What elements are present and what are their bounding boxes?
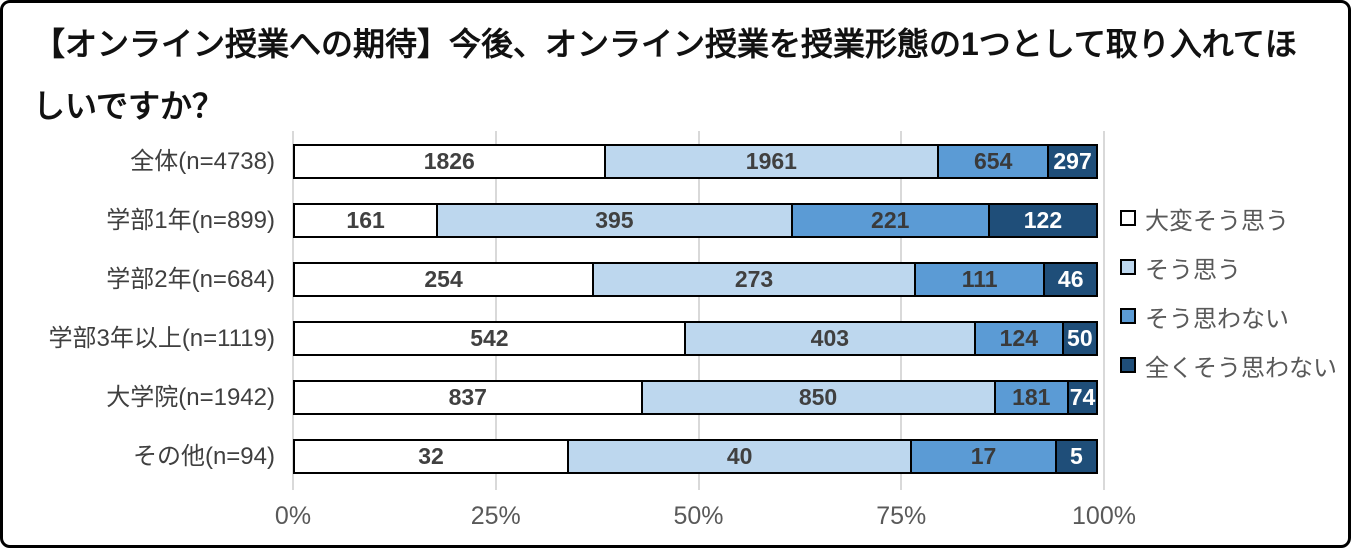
legend: 大変そう思う そう思う そう思わない 全くそう思わない — [1120, 206, 1337, 402]
bar-segment: 161 — [293, 203, 439, 238]
legend-item: 大変そう思う — [1120, 206, 1337, 235]
bar-segment: 17 — [910, 439, 1057, 474]
bar-segment: 46 — [1043, 262, 1098, 297]
bar-segment: 1961 — [603, 144, 940, 179]
bar-row: 32 40 17 5 — [293, 439, 1104, 474]
segment-value-label: 221 — [871, 207, 910, 233]
bar-row: 837 850 181 74 — [293, 380, 1104, 415]
segment-value-label: 1961 — [745, 148, 797, 174]
bar-segment: 124 — [973, 321, 1064, 356]
segment-value-label: 17 — [970, 443, 997, 469]
category-label: 学部3年以上(n=1119) — [48, 325, 275, 352]
x-tick-label: 75% — [876, 502, 927, 530]
segment-value-label: 542 — [470, 325, 509, 351]
category-label: 全体(n=4738) — [130, 148, 275, 175]
category-label: その他(n=94) — [132, 443, 275, 470]
segment-value-label: 161 — [346, 207, 385, 233]
segment-value-label: 40 — [726, 443, 753, 469]
segment-value-label: 5 — [1069, 443, 1083, 469]
legend-swatch-disagree — [1120, 308, 1136, 324]
legend-swatch-strongly-disagree — [1120, 357, 1136, 373]
bar-segment: 111 — [913, 262, 1046, 297]
legend-label: 大変そう思う — [1145, 207, 1289, 235]
segment-value-label: 273 — [734, 266, 774, 292]
bar-row: 161 395 221 122 — [293, 203, 1104, 238]
bar-segment: 5 — [1054, 439, 1098, 474]
gridline — [697, 131, 700, 490]
category-axis: 全体(n=4738) 学部1年(n=899) 学部2年(n=684) 学部3年以上(n… — [3, 131, 285, 490]
segment-value-label: 122 — [1023, 207, 1063, 233]
bar-segment: 122 — [987, 203, 1098, 238]
segment-value-label: 74 — [1069, 384, 1096, 410]
bar-segment: 254 — [293, 262, 595, 297]
bar-segment: 395 — [436, 203, 793, 238]
segment-value-label: 654 — [973, 148, 1013, 174]
segment-value-label: 837 — [448, 384, 487, 410]
chart-title: 【オンライン授業への期待】今後、オンライン授業を授業形態の1つとして取り入れてほ… — [33, 26, 1297, 125]
bar-row: 542 403 124 50 — [293, 321, 1104, 356]
segment-value-label: 124 — [999, 325, 1038, 351]
plot-area: 1826 1961 654 297 161 395 221 122 254 273 111 46 542… — [292, 131, 1105, 490]
bar-segment: 32 — [293, 439, 570, 474]
bar-segment: 403 — [683, 321, 976, 356]
bar-segment: 273 — [592, 262, 916, 297]
category-label: 大学院(n=1942) — [106, 384, 275, 411]
segment-value-label: 46 — [1057, 266, 1084, 292]
segment-value-label: 111 — [961, 266, 998, 292]
gridline — [900, 131, 903, 490]
x-axis: 0% 25% 50% 75% 100% — [275, 502, 1136, 536]
legend-item: そう思う — [1120, 255, 1337, 284]
category-label: 学部1年(n=899) — [106, 207, 275, 234]
segment-value-label: 297 — [1053, 148, 1092, 174]
bar-segment: 654 — [937, 144, 1050, 179]
bar-segment: 850 — [640, 380, 996, 415]
legend-item: 全くそう思わない — [1120, 353, 1337, 382]
segment-value-label: 254 — [424, 266, 463, 292]
bar-segment: 1826 — [293, 144, 606, 179]
x-tick-label: 0% — [274, 502, 312, 530]
segment-value-label: 850 — [798, 384, 838, 410]
bar-segment: 221 — [790, 203, 990, 238]
bar-segment: 542 — [293, 321, 686, 356]
category-label: 学部2年(n=684) — [106, 266, 275, 293]
bar-segment: 297 — [1047, 144, 1098, 179]
legend-label: そう思わない — [1145, 305, 1289, 333]
bar-segment: 50 — [1061, 321, 1098, 356]
segment-value-label: 32 — [418, 443, 444, 469]
bar-segment: 837 — [293, 380, 643, 415]
legend-label: そう思う — [1145, 256, 1241, 284]
x-tick-label: 50% — [673, 502, 724, 530]
bar-segment: 181 — [993, 380, 1070, 415]
segment-value-label: 50 — [1067, 325, 1093, 351]
gridline — [292, 131, 294, 490]
bar-row: 254 273 111 46 — [293, 262, 1104, 297]
gridline — [494, 131, 497, 490]
legend-swatch-agree — [1120, 259, 1136, 275]
segment-value-label: 395 — [595, 207, 634, 233]
legend-label: 全くそう思わない — [1145, 354, 1337, 382]
legend-swatch-strongly-agree — [1120, 210, 1136, 226]
bar-segment: 74 — [1067, 380, 1098, 415]
x-tick-label: 100% — [1072, 502, 1136, 530]
gridline — [1103, 131, 1105, 490]
legend-item: そう思わない — [1120, 304, 1337, 333]
segment-value-label: 1826 — [423, 148, 475, 174]
segment-value-label: 403 — [810, 325, 850, 351]
segment-value-label: 181 — [1012, 384, 1051, 410]
bar-segment: 40 — [567, 439, 913, 474]
x-tick-label: 25% — [470, 502, 521, 530]
bar-row: 1826 1961 654 297 — [293, 144, 1104, 179]
